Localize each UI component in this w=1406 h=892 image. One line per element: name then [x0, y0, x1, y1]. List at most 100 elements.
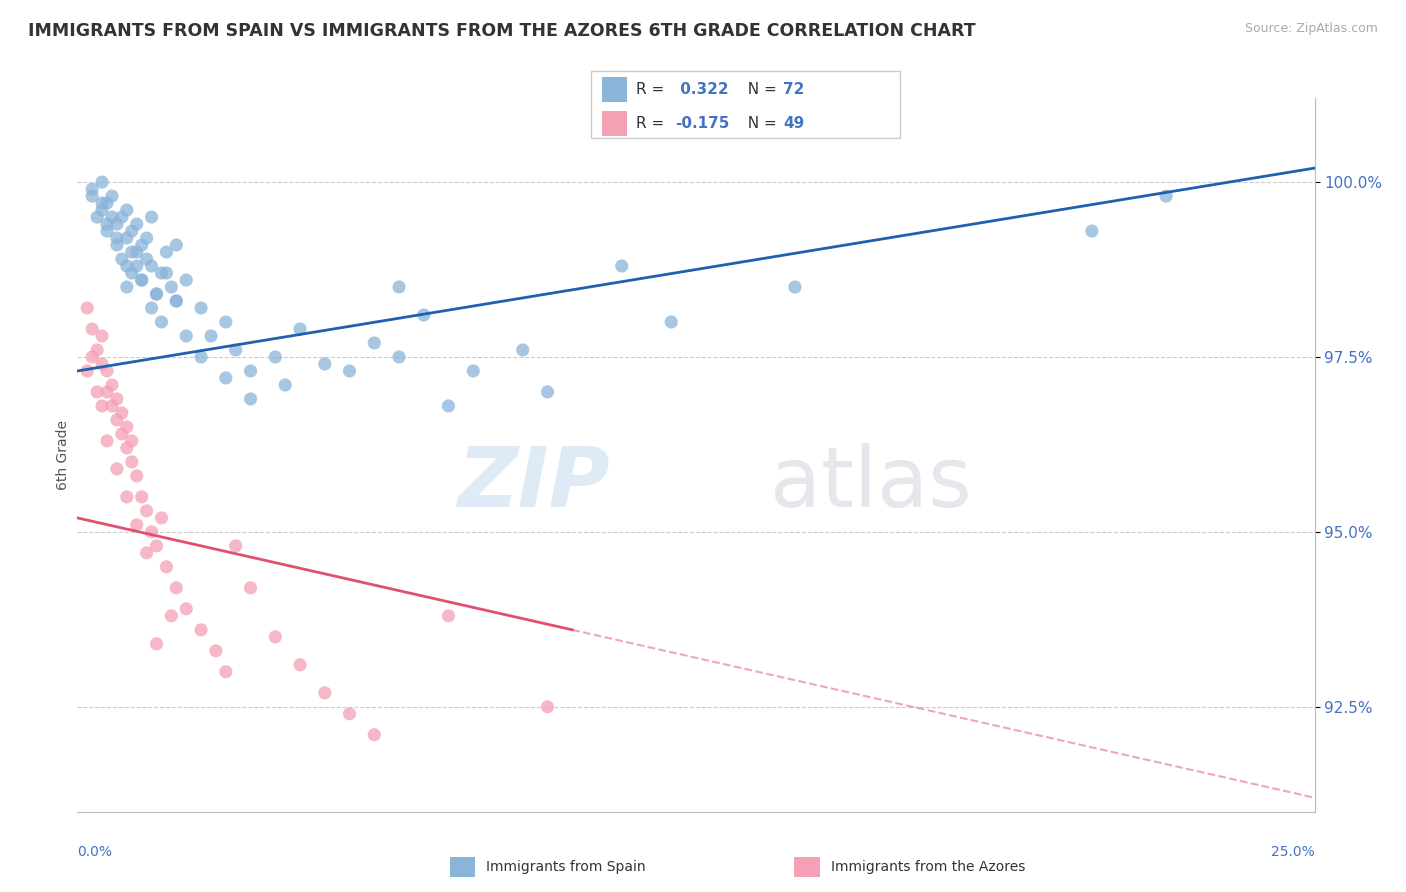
Point	[125, 217, 148, 231]
Point	[610, 259, 633, 273]
Point	[165, 293, 187, 308]
Text: Source: ZipAtlas.com: Source: ZipAtlas.com	[1244, 22, 1378, 36]
Point	[135, 546, 157, 560]
Point	[512, 343, 534, 357]
Point	[150, 315, 173, 329]
Point	[288, 322, 311, 336]
Point	[115, 490, 138, 504]
Point	[314, 686, 336, 700]
Point	[174, 273, 197, 287]
Text: N =: N =	[738, 82, 782, 97]
Point	[101, 399, 124, 413]
Point	[314, 357, 336, 371]
Text: Immigrants from the Azores: Immigrants from the Azores	[831, 860, 1025, 874]
Point	[91, 399, 114, 413]
Point	[82, 350, 104, 364]
Point	[463, 364, 485, 378]
Point	[101, 378, 124, 392]
Text: Immigrants from Spain: Immigrants from Spain	[486, 860, 647, 874]
Point	[145, 287, 167, 301]
Point	[215, 371, 238, 385]
Point	[82, 189, 104, 203]
Point	[115, 420, 138, 434]
Point	[121, 245, 143, 260]
Point	[160, 280, 183, 294]
Point	[105, 392, 128, 406]
Text: IMMIGRANTS FROM SPAIN VS IMMIGRANTS FROM THE AZORES 6TH GRADE CORRELATION CHART: IMMIGRANTS FROM SPAIN VS IMMIGRANTS FROM…	[28, 22, 976, 40]
Point	[125, 259, 148, 273]
Point	[141, 210, 163, 224]
Point	[190, 301, 212, 315]
Point	[125, 245, 148, 260]
Text: 0.0%: 0.0%	[77, 845, 112, 859]
Point	[239, 392, 262, 406]
Point	[135, 252, 157, 266]
Point	[190, 350, 212, 364]
Text: N =: N =	[738, 116, 782, 131]
Point	[135, 231, 157, 245]
Point	[91, 202, 114, 217]
Point	[536, 384, 558, 399]
Point	[215, 665, 238, 679]
Point	[155, 245, 177, 260]
Point	[111, 406, 134, 420]
Text: atlas: atlas	[770, 443, 972, 524]
Point	[105, 238, 128, 252]
Point	[131, 238, 153, 252]
Point	[155, 559, 177, 574]
Point	[135, 504, 157, 518]
Point	[96, 434, 118, 448]
Point	[1081, 224, 1104, 238]
Point	[76, 364, 98, 378]
Point	[205, 644, 228, 658]
Point	[125, 517, 148, 532]
Point	[115, 259, 138, 273]
Point	[111, 210, 134, 224]
Point	[105, 231, 128, 245]
Point	[91, 175, 114, 189]
Point	[121, 224, 143, 238]
Point	[239, 581, 262, 595]
Point	[82, 182, 104, 196]
Point	[659, 315, 682, 329]
Point	[101, 189, 124, 203]
Point	[388, 280, 411, 294]
Point	[150, 511, 173, 525]
Point	[150, 266, 173, 280]
Point	[96, 217, 118, 231]
Point	[115, 231, 138, 245]
Point	[145, 539, 167, 553]
Point	[121, 455, 143, 469]
Point	[105, 413, 128, 427]
Text: ZIP: ZIP	[457, 443, 609, 524]
Point	[96, 224, 118, 238]
Point	[239, 364, 262, 378]
Point	[121, 266, 143, 280]
Point	[86, 384, 108, 399]
Point	[437, 608, 460, 623]
Point	[174, 602, 197, 616]
Text: 49: 49	[783, 116, 804, 131]
Point	[125, 469, 148, 483]
Point	[264, 350, 287, 364]
Point	[165, 238, 187, 252]
Point	[225, 539, 247, 553]
Point	[145, 287, 167, 301]
Point	[225, 343, 247, 357]
Point	[115, 441, 138, 455]
Point	[363, 336, 385, 351]
Point	[412, 308, 434, 322]
Point	[105, 217, 128, 231]
Point	[145, 637, 167, 651]
Y-axis label: 6th Grade: 6th Grade	[56, 420, 70, 490]
Point	[165, 293, 187, 308]
Point	[288, 657, 311, 672]
Text: 25.0%: 25.0%	[1271, 845, 1315, 859]
Point	[174, 329, 197, 343]
Point	[115, 202, 138, 217]
Point	[96, 196, 118, 211]
Point	[96, 384, 118, 399]
Text: 72: 72	[783, 82, 804, 97]
Point	[190, 623, 212, 637]
Point	[131, 490, 153, 504]
